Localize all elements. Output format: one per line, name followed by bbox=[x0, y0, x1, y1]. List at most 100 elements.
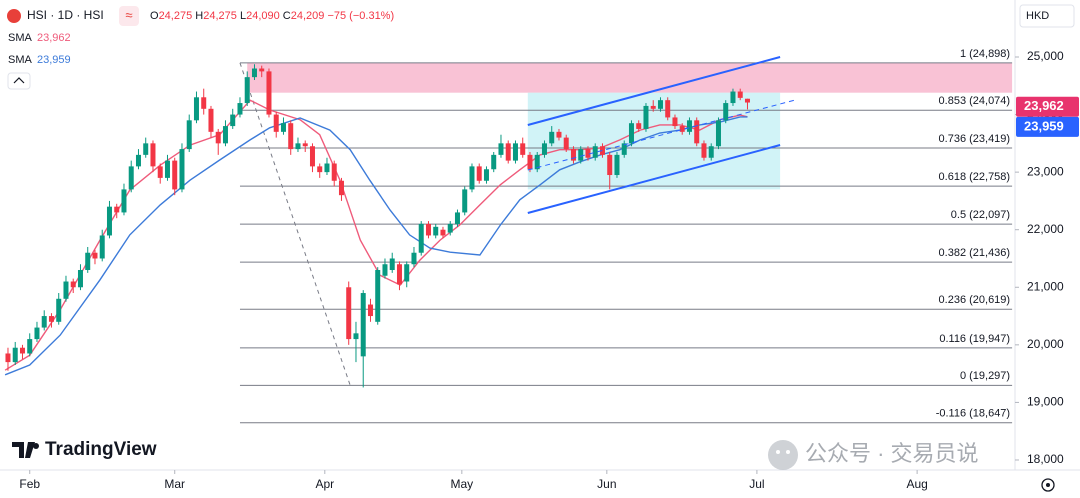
change: −75 (−0.31%) bbox=[327, 10, 394, 22]
fib-label: 0.116 (19,947) bbox=[939, 333, 1010, 345]
candle-body bbox=[694, 120, 700, 144]
candle-body bbox=[41, 316, 47, 328]
candle-body bbox=[244, 77, 250, 104]
fib-label: 0.5 (22,097) bbox=[951, 209, 1010, 221]
y-tick-label: 25,000 bbox=[1027, 49, 1064, 63]
candle-body bbox=[563, 137, 569, 150]
candle-body bbox=[744, 98, 750, 103]
candle-body bbox=[628, 123, 634, 144]
x-tick-label: Jun bbox=[597, 477, 616, 491]
x-tick-label: Mar bbox=[164, 477, 185, 491]
y-tick-label: 18,000 bbox=[1027, 452, 1064, 466]
y-tick-label: 19,000 bbox=[1027, 395, 1064, 409]
candle-body bbox=[280, 123, 286, 132]
candle-body bbox=[549, 131, 555, 144]
candle-body bbox=[527, 154, 533, 170]
candle-body bbox=[418, 223, 424, 253]
price-tag bbox=[1016, 96, 1079, 117]
candle-body bbox=[570, 149, 576, 161]
ohlc-legend: O24,275 H24,275 L24,090 C24,209 −75 (−0.… bbox=[150, 10, 394, 22]
sma-legend-value: 23,962 bbox=[37, 32, 71, 44]
candle-body bbox=[520, 143, 526, 155]
ohlc-key: O bbox=[150, 10, 159, 22]
candle-body bbox=[614, 154, 620, 176]
candle-body bbox=[273, 114, 279, 132]
candle-body bbox=[592, 146, 598, 158]
currency[interactable]: HKD bbox=[1026, 10, 1049, 22]
candle-body bbox=[672, 117, 678, 127]
x-tick-label: Aug bbox=[906, 477, 927, 491]
candle-body bbox=[259, 68, 265, 72]
compare-icon: ≈ bbox=[125, 7, 132, 22]
settings-icon bbox=[1046, 483, 1050, 487]
candle-body bbox=[512, 143, 518, 161]
candle-body bbox=[309, 146, 315, 167]
candle-body bbox=[534, 154, 540, 170]
sma-legend-name[interactable]: SMA bbox=[8, 32, 33, 44]
candle-body bbox=[63, 281, 69, 299]
price-tag-label: 23,959 bbox=[1024, 118, 1064, 133]
candle-body bbox=[19, 347, 25, 354]
candle-body bbox=[324, 163, 330, 173]
settings-button[interactable] bbox=[1041, 478, 1055, 492]
candle-body bbox=[607, 154, 613, 176]
candle-body bbox=[230, 114, 236, 127]
candle-body bbox=[346, 287, 352, 340]
candle-body bbox=[454, 212, 460, 224]
candle-body bbox=[186, 120, 192, 150]
candle-body bbox=[164, 160, 170, 178]
candle-body bbox=[491, 154, 497, 170]
candle-body bbox=[404, 264, 410, 282]
compare-button[interactable] bbox=[119, 6, 139, 26]
candle-body bbox=[5, 353, 11, 363]
symbol[interactable]: HSI · 1D · HSI bbox=[27, 8, 104, 22]
currency-button[interactable] bbox=[1019, 4, 1075, 28]
candle-body bbox=[396, 264, 402, 285]
candle-body bbox=[686, 120, 692, 132]
candle-body bbox=[266, 71, 272, 115]
candle-body bbox=[237, 103, 243, 115]
candle-body bbox=[433, 226, 439, 236]
candle-body bbox=[251, 68, 257, 78]
candle-body bbox=[578, 149, 584, 161]
sma-legend-name[interactable]: SMA bbox=[8, 54, 33, 66]
candle-body bbox=[70, 281, 76, 288]
watermark-icon bbox=[776, 450, 780, 454]
symbol-icon[interactable] bbox=[7, 9, 21, 23]
logo-icon bbox=[12, 442, 35, 458]
x-tick-label: Jul bbox=[749, 477, 764, 491]
candle-body bbox=[411, 252, 417, 265]
brand: TradingView bbox=[45, 439, 157, 460]
channel-line bbox=[527, 144, 781, 214]
collapse-button[interactable] bbox=[7, 72, 31, 90]
candle-body bbox=[295, 143, 301, 150]
y-tick-label: 22,000 bbox=[1027, 222, 1064, 236]
candle-body bbox=[708, 146, 714, 158]
candle-body bbox=[114, 206, 120, 213]
candle-body bbox=[730, 91, 736, 104]
candle-body bbox=[462, 189, 468, 213]
ohlc-value: 24,090 bbox=[246, 10, 280, 22]
candle-body bbox=[679, 126, 685, 132]
ohlc-value: 24,275 bbox=[203, 10, 237, 22]
candle-body bbox=[172, 160, 178, 190]
candle-body bbox=[701, 143, 707, 158]
candle-body bbox=[85, 252, 91, 271]
candle-body bbox=[367, 304, 373, 317]
candle-body bbox=[222, 126, 228, 144]
y-tick-label: 23,000 bbox=[1027, 164, 1064, 178]
candle-body bbox=[665, 100, 671, 118]
fib-label: 0.382 (21,436) bbox=[939, 247, 1011, 259]
y-tick-label: 21,000 bbox=[1027, 279, 1064, 293]
x-tick-label: May bbox=[450, 477, 473, 491]
watermark-icon bbox=[768, 440, 798, 470]
candle-body bbox=[208, 108, 214, 132]
candle-body bbox=[77, 270, 83, 288]
candle-body bbox=[657, 100, 663, 109]
candle-body bbox=[636, 123, 642, 129]
candle-body bbox=[331, 163, 337, 181]
fib-label: 0.736 (23,419) bbox=[939, 133, 1011, 145]
x-tick-label: Feb bbox=[19, 477, 40, 491]
